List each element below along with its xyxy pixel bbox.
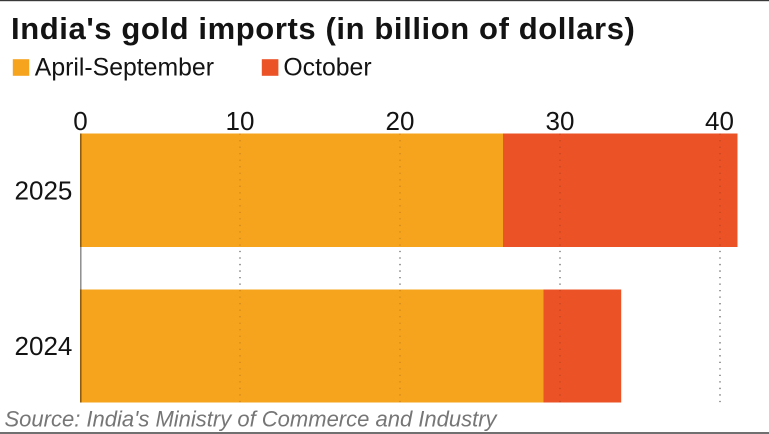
svg-text:10: 10	[226, 106, 255, 136]
svg-text:2025: 2025	[15, 176, 73, 206]
svg-text:0: 0	[73, 106, 87, 136]
svg-text:Source: India's Ministry of Co: Source: India's Ministry of Commerce and…	[5, 407, 499, 432]
svg-text:April-September: April-September	[35, 55, 214, 82]
svg-text:India's gold imports (in billi: India's gold imports (in billion of doll…	[11, 11, 635, 46]
svg-text:2024: 2024	[15, 331, 73, 361]
svg-text:40: 40	[705, 106, 734, 136]
svg-text:October: October	[283, 55, 371, 82]
svg-text:30: 30	[546, 106, 575, 136]
svg-text:20: 20	[386, 106, 415, 136]
